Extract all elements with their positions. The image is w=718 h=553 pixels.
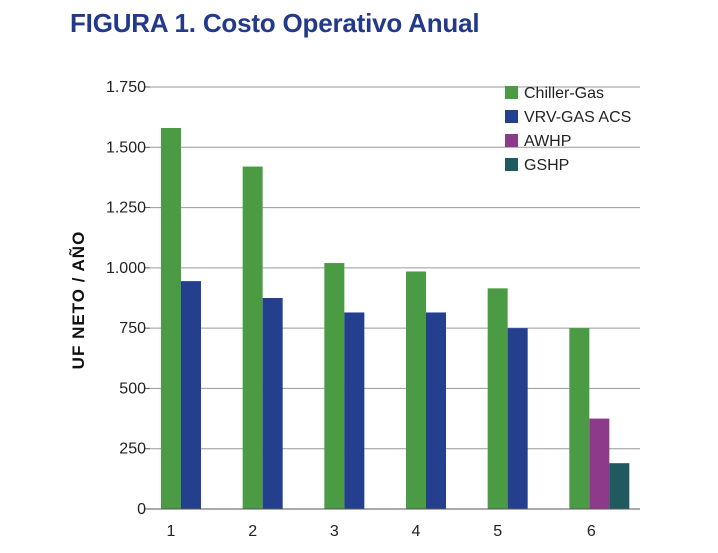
x-tick-label: 4 [412,523,421,540]
bar [487,288,508,509]
legend-label: GSHP [524,157,569,174]
y-tick-label: 1.750 [106,79,146,96]
x-tick-label: 2 [248,523,257,540]
bar [181,281,201,509]
y-axis-label: UF NETO / AÑO [68,231,88,370]
y-tick-label: 1.500 [106,139,146,156]
legend-label: Chiller-Gas [524,85,604,102]
bar [262,298,283,509]
x-tick-label: 6 [587,523,596,540]
legend-label: AWHP [524,133,571,150]
bar [507,328,528,509]
bar [569,328,590,509]
bar [242,166,263,509]
y-tick-label: 750 [119,320,146,337]
legend-swatch [505,134,518,147]
bar [324,263,345,509]
x-tick-label: 1 [167,523,176,540]
bar [426,312,446,509]
legend-label: VRV-GAS ACS [524,109,631,126]
bar [344,312,365,509]
y-tick-label: 0 [137,501,146,518]
chart-title: FIGURA 1. Costo Operativo Anual [70,8,480,38]
x-tick-label: 5 [493,523,502,540]
bar [161,127,181,509]
legend-swatch [505,86,518,99]
bar [609,463,630,509]
x-tick-label: 3 [330,523,339,540]
y-tick-label: 1.000 [106,260,146,277]
y-tick-label: 1.250 [106,200,146,217]
y-tick-label: 250 [119,441,146,458]
legend-swatch [505,110,518,123]
bar [589,418,610,509]
legend-swatch [505,158,518,171]
y-tick-label: 500 [119,380,146,397]
bar [406,271,426,509]
